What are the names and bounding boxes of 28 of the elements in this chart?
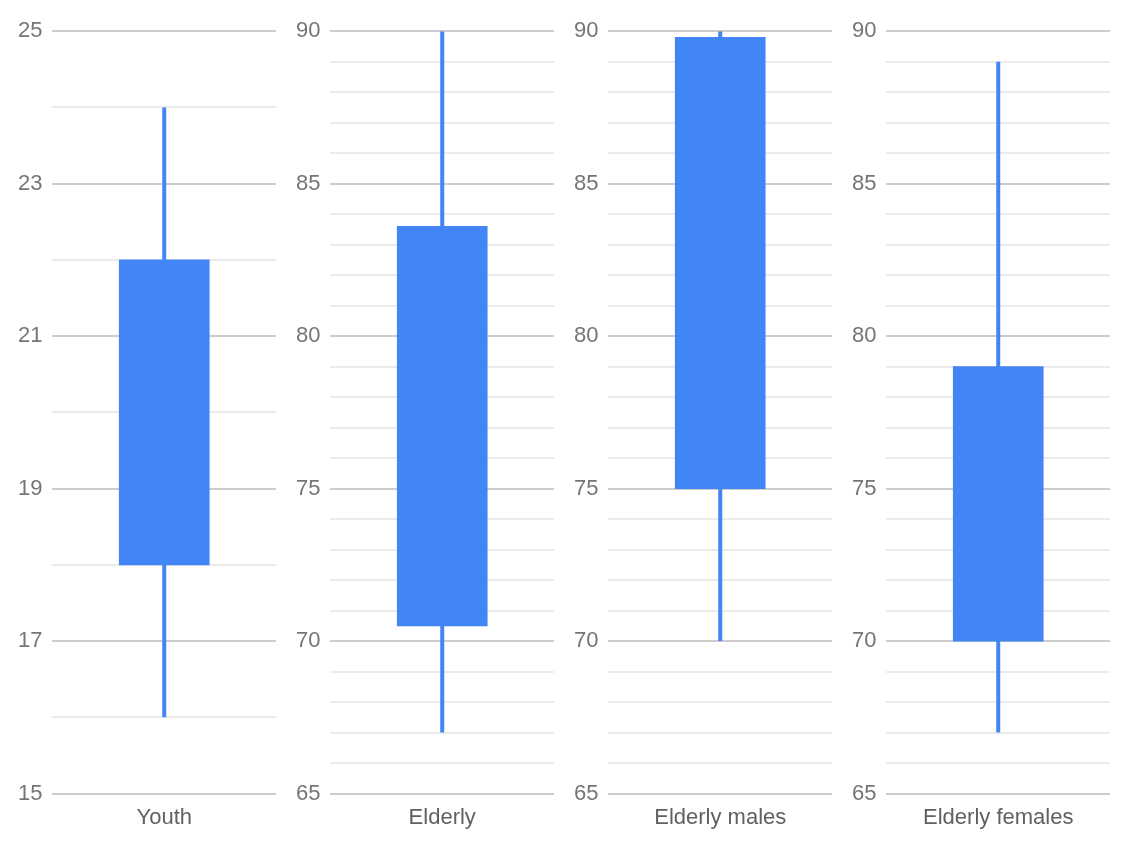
y-tick-label: 19 — [17, 474, 43, 500]
y-tick-label: 65 — [851, 779, 877, 805]
y-tick-label: 23 — [17, 169, 43, 195]
y-tick-label: 25 — [17, 17, 43, 43]
y-tick-label: 85 — [851, 169, 877, 195]
y-tick-label: 70 — [573, 627, 599, 653]
y-tick-label: 90 — [851, 17, 877, 43]
y-tick-label: 75 — [851, 474, 877, 500]
y-tick-label: 21 — [17, 322, 43, 348]
y-tick-label: 85 — [573, 169, 599, 195]
y-tick-label: 85 — [295, 169, 321, 195]
x-tick-label: Elderly — [408, 803, 476, 829]
y-tick-label: 90 — [573, 17, 599, 43]
y-tick-label: 80 — [851, 322, 877, 348]
y-tick-label: 70 — [851, 627, 877, 653]
y-tick-label: 70 — [295, 627, 321, 653]
x-tick-label: Elderly females — [923, 803, 1074, 829]
x-tick-label: Elderly males — [654, 803, 787, 829]
y-tick-label: 65 — [295, 779, 321, 805]
y-tick-label: 15 — [17, 779, 43, 805]
y-tick-label: 65 — [573, 779, 599, 805]
y-tick-label: 75 — [573, 474, 599, 500]
y-tick-label: 80 — [573, 322, 599, 348]
y-tick-label: 90 — [295, 17, 321, 43]
x-tick-label: Youth — [136, 803, 192, 829]
y-tick-label: 17 — [17, 627, 43, 653]
y-tick-label: 80 — [295, 322, 321, 348]
y-tick-label: 75 — [295, 474, 321, 500]
